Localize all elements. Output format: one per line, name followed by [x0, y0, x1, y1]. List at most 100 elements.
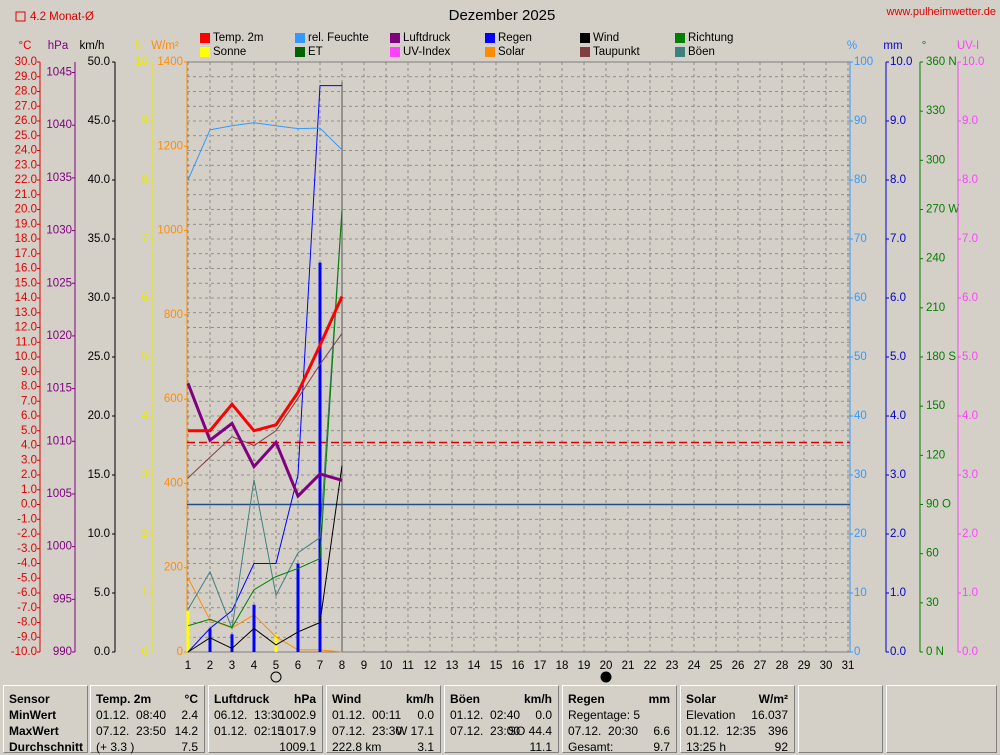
y-tick-label: 0.0 [962, 646, 978, 658]
y-tick-label: 25.0 [15, 130, 37, 142]
legend-swatch [295, 33, 305, 43]
y-tick-label: 30 [926, 597, 939, 609]
y-tick-label: 15.0 [88, 469, 110, 481]
x-tick-label: 13 [446, 660, 459, 672]
cell-left: 07.12. 23:50 [96, 724, 167, 738]
y-tick-label: 14.0 [15, 292, 37, 304]
series-line [187, 209, 343, 629]
y-tick-label: 4 [142, 410, 149, 422]
note-icon [15, 11, 26, 22]
y-tick-label: 6 [142, 292, 148, 304]
y-tick-label: 1025 [46, 277, 72, 289]
y-tick-label: 20.0 [88, 410, 110, 422]
y-tick-label: 1.0 [21, 484, 37, 496]
y-tick-label: 0.0 [94, 646, 110, 658]
y-tick-label: 20.0 [15, 204, 37, 216]
cell-left: 222.8 km [332, 740, 382, 754]
x-tick-label: 17 [534, 660, 547, 672]
axis-unit: ° [922, 40, 927, 52]
x-tick-label: 27 [754, 660, 767, 672]
legend-swatch [485, 33, 495, 43]
cell-left: 06.12. 13:30 [214, 708, 285, 722]
y-tick-label: 995 [53, 593, 72, 605]
y-tick-label: 4.0 [962, 410, 978, 422]
sensor-panel: Sensor MinWert MaxWert Durchschnitt [3, 685, 88, 754]
row-label: Durchschnitt [9, 740, 84, 754]
y-tick-label: 3.0 [21, 454, 37, 466]
y-tick-label: 360 N [926, 56, 957, 68]
y-tick-label: 18.0 [15, 233, 37, 245]
table-panel: Wind km/h 01.12. 00:11 0.0 07.12. 23:30 W 17.… [326, 685, 441, 754]
y-tick-label: 9 [142, 115, 148, 127]
y-tick-label: -4.0 [17, 558, 37, 570]
axis-unit: hPa [48, 40, 69, 52]
table-panel: Böen km/h 01.12. 02:40 0.0 07.12. 23:00 SO 44… [444, 685, 559, 754]
y-tick-label: 50.0 [88, 56, 110, 68]
chart: 4.2 Monat-Ø Dezember 2025 www.pulheimwet… [10, 5, 996, 683]
cell-right: 9.7 [653, 740, 670, 754]
y-tick-label: 4.0 [21, 440, 37, 452]
legend-label: ET [308, 46, 323, 58]
table-panel: Luftdruck hPa 06.12. 13:30 1002.9 01.12. 02:… [208, 685, 323, 754]
cell-left: 07.12. 23:30 [332, 724, 403, 738]
y-tick-label: 1.0 [962, 587, 978, 599]
y-tick-label: 3.0 [890, 469, 906, 481]
y-tick-label: 29.0 [15, 71, 37, 83]
y-tick-label: 60 [926, 548, 939, 560]
y-tick-label: 1040 [46, 119, 72, 131]
cell-right: 396 [767, 724, 788, 738]
bar [208, 628, 212, 652]
y-tick-label: 100 [854, 56, 873, 68]
cell-right: 3.1 [417, 740, 434, 754]
bar [296, 563, 300, 652]
legend-swatch [675, 47, 685, 57]
y-tick-label: 90 O [926, 499, 951, 511]
x-tick-label: 29 [798, 660, 811, 672]
axis-unit: km/h [80, 40, 105, 52]
average-note: 4.2 Monat-Ø [30, 11, 94, 23]
x-tick-label: 22 [644, 660, 657, 672]
y-tick-label: 25.0 [88, 351, 110, 363]
series-line [187, 333, 343, 479]
x-tick-label: 28 [776, 660, 789, 672]
bar [230, 634, 234, 652]
y-tick-label: 2 [142, 528, 148, 540]
panel-unit: °C [184, 692, 198, 706]
cell-left: (+ 3.3 ) [96, 740, 135, 754]
x-tick-label: 19 [578, 660, 591, 672]
y-tick-label: 40.0 [88, 174, 110, 186]
cell-left: 13:25 h [686, 740, 727, 754]
y-tick-label: 1045 [46, 67, 72, 79]
y-tick-label: 4.0 [890, 410, 906, 422]
legend-label: Sonne [213, 46, 246, 58]
row-label: MinWert [9, 708, 57, 722]
legend-swatch [295, 47, 305, 57]
x-tick-label: 3 [229, 660, 235, 672]
y-tick-label: 300 [926, 154, 945, 166]
x-tick-label: 10 [380, 660, 393, 672]
y-tick-label: 23.0 [15, 159, 37, 171]
bar [186, 610, 190, 652]
legend-swatch [200, 47, 210, 57]
panel-unit: mm [648, 692, 670, 706]
empty-panel [798, 685, 883, 753]
cell-right: 0.0 [417, 708, 434, 722]
legend-label: Luftdruck [403, 32, 451, 44]
y-tick-label: 10.0 [88, 528, 110, 540]
cell-right: 0.0 [535, 708, 552, 722]
cell-left: 07.12. 20:30 [568, 724, 639, 738]
x-tick-label: 8 [339, 660, 345, 672]
y-tick-label: 150 [926, 400, 945, 412]
y-tick-label: 7.0 [21, 395, 37, 407]
y-tick-label: 45.0 [88, 115, 110, 127]
cell-right: 92 [774, 740, 788, 754]
cell-right: 1002.9 [279, 708, 316, 722]
cell-left: 01.12. 08:40 [96, 708, 167, 722]
panel-name: Luftdruck [214, 692, 270, 706]
y-tick-label: 3.0 [962, 469, 978, 481]
x-tick-label: 9 [361, 660, 367, 672]
y-tick-label: -10.0 [11, 646, 37, 658]
series-line [187, 85, 342, 653]
y-tick-label: -7.0 [17, 602, 37, 614]
